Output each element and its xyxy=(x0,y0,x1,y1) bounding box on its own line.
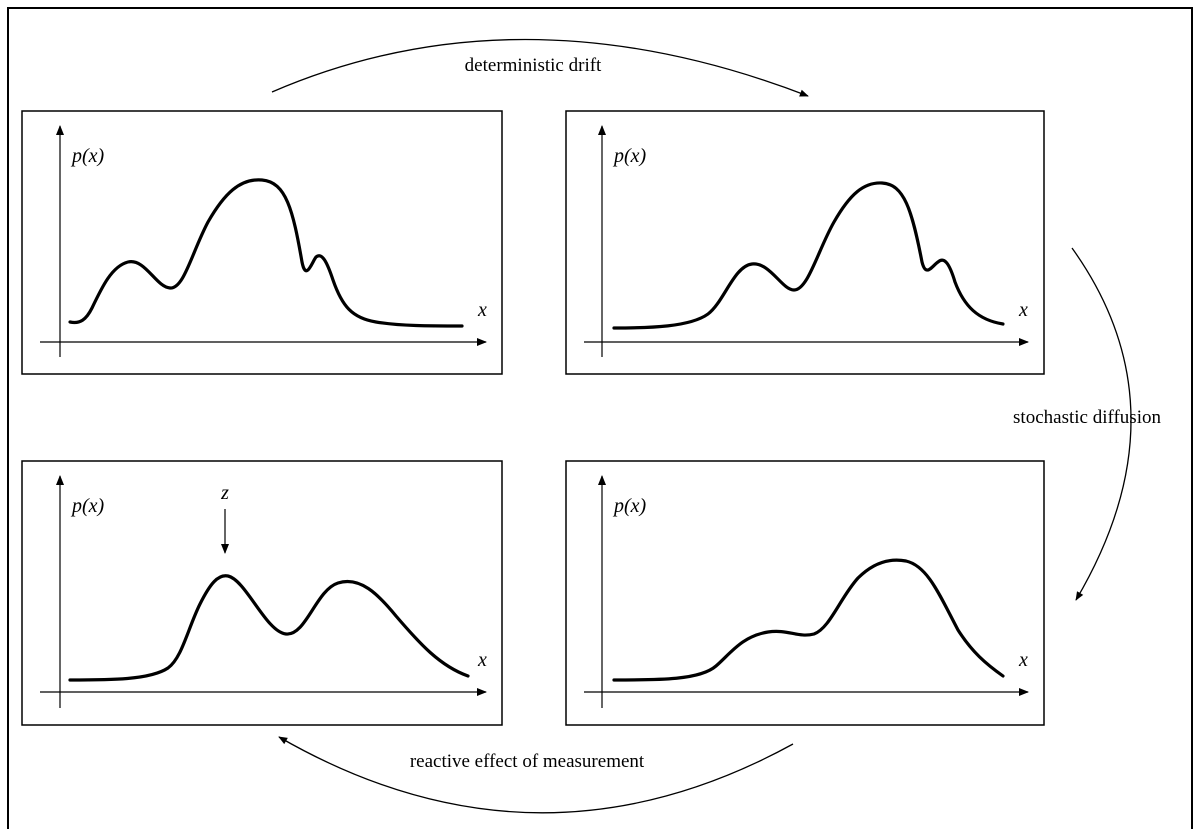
outer-frame xyxy=(7,7,1193,829)
x-axis-label: x xyxy=(477,299,487,321)
x-axis-label: x xyxy=(1018,649,1028,671)
panel-frame xyxy=(21,110,503,375)
panel-bottom-left: p(x) x z xyxy=(21,460,503,726)
drift-label: deterministic drift xyxy=(465,55,602,76)
panel-frame xyxy=(565,110,1045,375)
density-curve xyxy=(68,574,470,682)
density-curve xyxy=(612,181,1005,330)
measurement-z-label: z xyxy=(220,482,229,504)
density-curve xyxy=(68,178,464,328)
panel-top-left: p(x) x xyxy=(21,110,503,375)
panel-bottom-right: p(x) x xyxy=(565,460,1045,726)
measurement-label: reactive effect of measurement xyxy=(410,751,645,772)
diffusion-label: stochastic diffusion xyxy=(1013,407,1161,428)
panel-frame xyxy=(21,460,503,726)
measurement-arrow xyxy=(278,736,794,814)
density-curve xyxy=(612,558,1005,682)
y-axis-label: p(x) xyxy=(612,495,647,517)
drift-arrow xyxy=(271,38,809,97)
panel-top-right: p(x) x xyxy=(565,110,1045,375)
x-axis-label: x xyxy=(477,649,487,671)
y-axis-label: p(x) xyxy=(70,495,105,517)
y-axis-label: p(x) xyxy=(612,145,647,167)
y-axis-label: p(x) xyxy=(70,145,105,167)
x-axis-label: x xyxy=(1018,299,1028,321)
diffusion-arrow xyxy=(1071,247,1132,601)
